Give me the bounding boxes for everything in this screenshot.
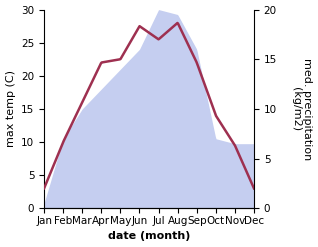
Y-axis label: med. precipitation
(kg/m2): med. precipitation (kg/m2): [291, 58, 313, 160]
X-axis label: date (month): date (month): [108, 231, 190, 242]
Y-axis label: max temp (C): max temp (C): [5, 70, 16, 147]
